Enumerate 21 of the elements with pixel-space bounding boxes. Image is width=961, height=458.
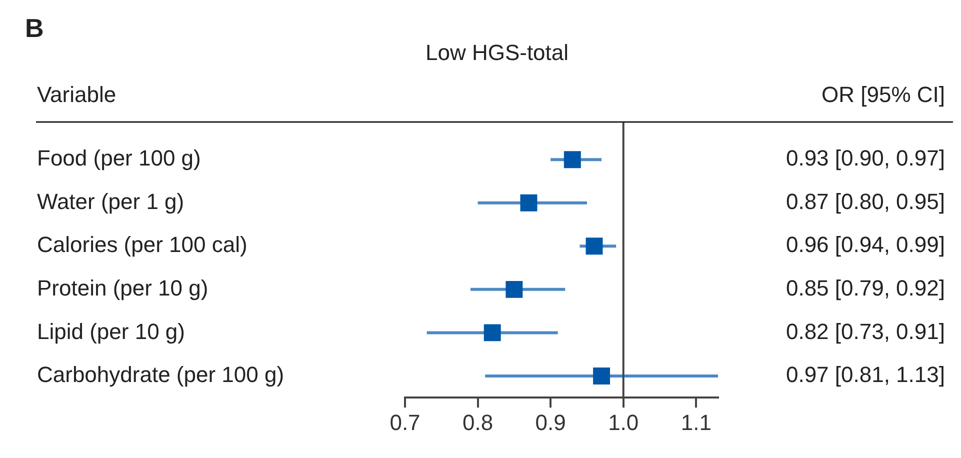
text: OR [95% CI] [822, 82, 945, 108]
data-label: 0.97 [0.81, 1.13] [786, 362, 945, 388]
x-tick-label: 1.0 [608, 410, 639, 435]
x-tick-label: 0.7 [390, 410, 420, 435]
y-tick-label: Calories (per 100 cal) [37, 232, 248, 258]
data-label: 0.85 [0.79, 0.92] [786, 275, 945, 300]
y-tick-label: Protein (per 10 g) [37, 275, 208, 300]
y-tick-label: Water (per 1 g) [37, 188, 184, 214]
x-tick-label: 0.9 [535, 410, 566, 435]
chart-title: Low HGS-total [425, 40, 569, 66]
data-label: 0.87 [0.80, 0.95] [786, 188, 945, 214]
data-label: 0.96 [0.94, 0.99] [786, 232, 945, 258]
x-tick-label: 1.1 [680, 410, 712, 435]
data-label: 0.93 [0.90, 0.97] [786, 146, 945, 171]
x-tick-label: 0.8 [462, 410, 494, 435]
y-tick-label: Food (per 100 g) [37, 146, 201, 171]
y-tick-label: Carbohydrate (per 100 g) [37, 362, 284, 388]
y-tick-label: Lipid (per 10 g) [37, 318, 185, 344]
y-axis-title: Variable [37, 82, 116, 108]
data-label: 0.82 [0.73, 0.91] [786, 318, 945, 344]
text: B [25, 13, 44, 44]
